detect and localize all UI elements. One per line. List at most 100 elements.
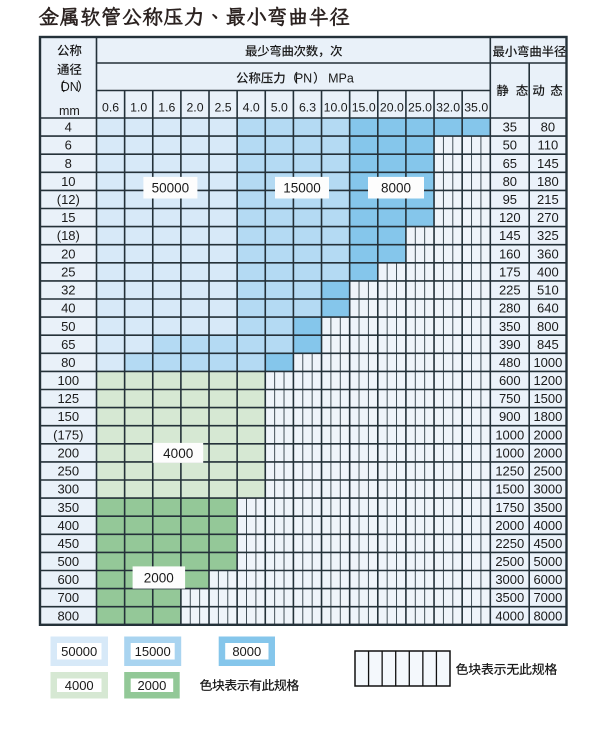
svg-text:3000: 3000 bbox=[495, 572, 524, 587]
svg-text:4500: 4500 bbox=[533, 536, 562, 551]
svg-text:1.0: 1.0 bbox=[130, 101, 147, 115]
svg-text:100: 100 bbox=[57, 373, 79, 388]
svg-text:32.0: 32.0 bbox=[436, 101, 460, 115]
svg-text:35: 35 bbox=[503, 120, 517, 135]
svg-text:20: 20 bbox=[61, 246, 75, 261]
svg-text:640: 640 bbox=[537, 301, 559, 316]
svg-text:5000: 5000 bbox=[533, 554, 562, 569]
svg-text:3500: 3500 bbox=[533, 500, 562, 515]
svg-text:3500: 3500 bbox=[495, 590, 524, 605]
svg-text:145: 145 bbox=[537, 156, 559, 171]
svg-text:400: 400 bbox=[537, 264, 559, 279]
svg-text:1.6: 1.6 bbox=[158, 101, 175, 115]
svg-text:2.0: 2.0 bbox=[186, 101, 203, 115]
svg-text:8000: 8000 bbox=[381, 181, 411, 196]
svg-text:80: 80 bbox=[541, 120, 555, 135]
svg-text:750: 750 bbox=[499, 391, 521, 406]
svg-text:400: 400 bbox=[57, 518, 79, 533]
svg-text:700: 700 bbox=[57, 590, 79, 605]
svg-text:7000: 7000 bbox=[533, 590, 562, 605]
svg-text:5.0: 5.0 bbox=[271, 101, 288, 115]
svg-text:15.0: 15.0 bbox=[352, 101, 376, 115]
svg-text:215: 215 bbox=[537, 192, 559, 207]
svg-text:480: 480 bbox=[499, 355, 521, 370]
svg-text:280: 280 bbox=[499, 301, 521, 316]
svg-text:300: 300 bbox=[57, 482, 79, 497]
svg-text:1750: 1750 bbox=[495, 500, 524, 515]
svg-text:500: 500 bbox=[57, 554, 79, 569]
svg-text:80: 80 bbox=[503, 174, 517, 189]
svg-text:390: 390 bbox=[499, 337, 521, 352]
svg-text:4000: 4000 bbox=[65, 678, 94, 693]
svg-text:(175): (175) bbox=[53, 427, 83, 442]
svg-text:mm: mm bbox=[59, 104, 80, 118]
svg-text:125: 125 bbox=[57, 391, 79, 406]
svg-text:120: 120 bbox=[499, 210, 521, 225]
svg-text:1500: 1500 bbox=[533, 391, 562, 406]
svg-text:4000: 4000 bbox=[533, 518, 562, 533]
svg-text:450: 450 bbox=[57, 536, 79, 551]
svg-text:510: 510 bbox=[537, 283, 559, 298]
svg-text:225: 225 bbox=[499, 283, 521, 298]
svg-text:4: 4 bbox=[65, 120, 72, 135]
svg-text:2.5: 2.5 bbox=[215, 101, 232, 115]
svg-text:600: 600 bbox=[57, 572, 79, 587]
svg-text:1800: 1800 bbox=[533, 409, 562, 424]
svg-text:1000: 1000 bbox=[533, 355, 562, 370]
svg-text:3000: 3000 bbox=[533, 482, 562, 497]
svg-text:900: 900 bbox=[499, 409, 521, 424]
svg-text:50: 50 bbox=[503, 138, 517, 153]
svg-text:2500: 2500 bbox=[495, 554, 524, 569]
svg-text:15000: 15000 bbox=[283, 181, 321, 196]
svg-text:4000: 4000 bbox=[495, 608, 524, 623]
svg-text:80: 80 bbox=[61, 355, 75, 370]
svg-text:200: 200 bbox=[57, 445, 79, 460]
svg-text:25.0: 25.0 bbox=[408, 101, 432, 115]
svg-text:10: 10 bbox=[61, 174, 75, 189]
svg-text:6: 6 bbox=[65, 138, 72, 153]
svg-text:4000: 4000 bbox=[163, 446, 193, 461]
svg-text:2250: 2250 bbox=[495, 536, 524, 551]
svg-text:150: 150 bbox=[57, 409, 79, 424]
svg-text:95: 95 bbox=[503, 192, 517, 207]
svg-text:4.0: 4.0 bbox=[243, 101, 260, 115]
svg-text:(12): (12) bbox=[57, 192, 80, 207]
svg-text:110: 110 bbox=[538, 138, 559, 153]
svg-text:800: 800 bbox=[57, 608, 79, 623]
svg-text:10.0: 10.0 bbox=[324, 101, 348, 115]
svg-text:845: 845 bbox=[537, 337, 559, 352]
svg-text:1200: 1200 bbox=[533, 373, 562, 388]
svg-text:0.6: 0.6 bbox=[102, 101, 119, 115]
svg-text:8000: 8000 bbox=[232, 644, 261, 659]
svg-text:600: 600 bbox=[499, 373, 521, 388]
svg-text:2000: 2000 bbox=[533, 427, 562, 442]
svg-text:8: 8 bbox=[65, 156, 72, 171]
svg-text:175: 175 bbox=[499, 264, 521, 279]
svg-text:8000: 8000 bbox=[533, 608, 562, 623]
svg-text:(18): (18) bbox=[57, 228, 80, 243]
svg-text:32: 32 bbox=[61, 283, 75, 298]
svg-text:15: 15 bbox=[61, 210, 75, 225]
svg-text:65: 65 bbox=[503, 156, 517, 171]
svg-text:2500: 2500 bbox=[533, 464, 562, 479]
svg-text:6.3: 6.3 bbox=[299, 101, 316, 115]
svg-text:180: 180 bbox=[537, 174, 559, 189]
svg-text:160: 160 bbox=[499, 246, 521, 261]
svg-text:350: 350 bbox=[499, 319, 521, 334]
svg-text:6000: 6000 bbox=[533, 572, 562, 587]
svg-text:15000: 15000 bbox=[135, 644, 171, 659]
svg-text:800: 800 bbox=[537, 319, 559, 334]
svg-text:20.0: 20.0 bbox=[380, 101, 404, 115]
svg-text:65: 65 bbox=[61, 337, 75, 352]
svg-text:325: 325 bbox=[537, 228, 559, 243]
svg-text:145: 145 bbox=[499, 228, 521, 243]
svg-text:25: 25 bbox=[61, 264, 75, 279]
svg-text:1250: 1250 bbox=[495, 464, 524, 479]
svg-text:2000: 2000 bbox=[495, 518, 524, 533]
svg-text:270: 270 bbox=[537, 210, 559, 225]
svg-text:1500: 1500 bbox=[495, 482, 524, 497]
svg-text:MPa: MPa bbox=[328, 72, 354, 86]
svg-text:50000: 50000 bbox=[61, 644, 97, 659]
svg-text:2000: 2000 bbox=[137, 678, 166, 693]
svg-text:35.0: 35.0 bbox=[464, 101, 488, 115]
